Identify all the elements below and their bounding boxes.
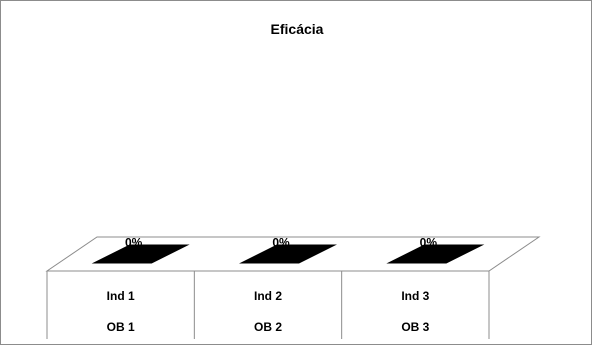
category-labels: Ind 1 OB 1 Ind 2 OB 2 Ind 3 OB 3 — [107, 289, 430, 334]
category-axis — [46, 271, 490, 339]
bar-2 — [239, 244, 337, 264]
category-label-ob-3: OB 3 — [401, 320, 429, 334]
data-labels: 0% 0% 0% — [125, 235, 437, 249]
data-label-3: 0% — [420, 235, 438, 249]
data-label-1: 0% — [125, 235, 143, 249]
bar-series — [91, 244, 485, 264]
data-label-2: 0% — [272, 235, 290, 249]
bar-1 — [91, 244, 190, 264]
category-label-ind-2: Ind 2 — [254, 289, 282, 303]
chart-title: Eficácia — [271, 21, 324, 37]
category-label-ob-1: OB 1 — [107, 320, 135, 334]
category-label-ob-2: OB 2 — [254, 320, 282, 334]
category-label-ind-3: Ind 3 — [401, 289, 429, 303]
bar-3 — [386, 244, 485, 264]
category-label-ind-1: Ind 1 — [107, 289, 135, 303]
